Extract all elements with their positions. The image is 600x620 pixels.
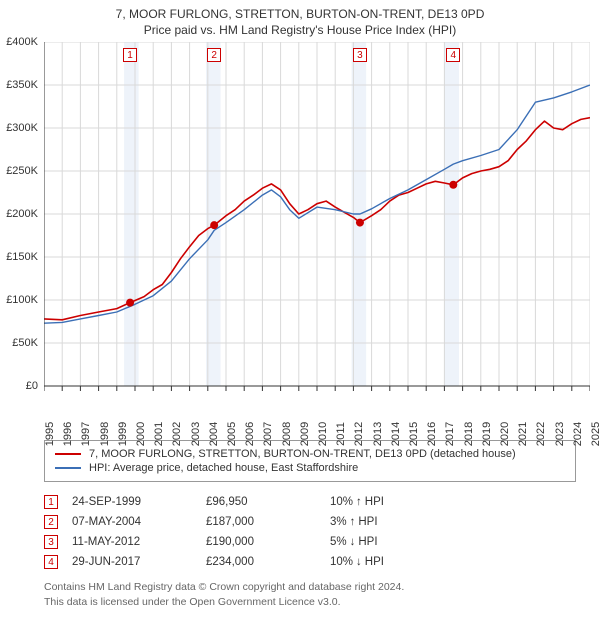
y-axis-label: £200K xyxy=(6,208,44,220)
x-axis-label: 2021 xyxy=(517,422,529,446)
title-line2: Price paid vs. HM Land Registry's House … xyxy=(0,22,600,38)
diff-percent: 5% xyxy=(330,536,347,548)
x-axis-label: 2016 xyxy=(426,422,438,446)
arrow-down-icon: ↓ xyxy=(350,536,356,548)
transaction-price: £187,000 xyxy=(206,516,316,528)
legend-label: 7, MOOR FURLONG, STRETTON, BURTON-ON-TRE… xyxy=(89,448,516,460)
diff-ref: HPI xyxy=(358,516,377,528)
x-axis-label: 2018 xyxy=(463,422,475,446)
x-axis-label: 2004 xyxy=(208,422,220,446)
x-axis-label: 2017 xyxy=(444,422,456,446)
transaction-diff: 10%↑HPI xyxy=(330,496,440,508)
footer-line2: This data is licensed under the Open Gov… xyxy=(44,595,576,609)
x-axis-label: 1995 xyxy=(44,422,56,446)
x-axis-label: 2007 xyxy=(262,422,274,446)
sale-marker-4: 4 xyxy=(446,48,460,62)
diff-ref: HPI xyxy=(365,556,384,568)
legend: 7, MOOR FURLONG, STRETTON, BURTON-ON-TRE… xyxy=(44,440,576,482)
x-axis-label: 2005 xyxy=(226,422,238,446)
x-axis-label: 2014 xyxy=(390,422,402,446)
x-axis-label: 2020 xyxy=(499,422,511,446)
sale-marker-1: 1 xyxy=(123,48,137,62)
x-axis-label: 2001 xyxy=(153,422,165,446)
diff-percent: 3% xyxy=(330,516,347,528)
transactions-table: 124-SEP-1999£96,95010%↑HPI207-MAY-2004£1… xyxy=(44,492,576,572)
title-line1: 7, MOOR FURLONG, STRETTON, BURTON-ON-TRE… xyxy=(0,6,600,22)
diff-percent: 10% xyxy=(330,496,353,508)
legend-row: HPI: Average price, detached house, East… xyxy=(55,461,565,475)
x-axis-label: 2015 xyxy=(408,422,420,446)
x-axis-label: 2013 xyxy=(372,422,384,446)
transaction-row: 4 29-JUN-2017 £234,000 10%↓HPI xyxy=(44,552,576,572)
transaction-date: 11-MAY-2012 xyxy=(72,536,192,548)
transaction-row: 3 11-MAY-2012 £190,000 5%↓HPI xyxy=(44,532,576,552)
x-axis-label: 2019 xyxy=(481,422,493,446)
transaction-date: 29-JUN-2017 xyxy=(72,556,192,568)
transaction-row: 2 07-MAY-2004 £187,000 3%↑HPI xyxy=(44,512,576,532)
x-axis-label: 1997 xyxy=(80,422,92,446)
footer-line1: Contains HM Land Registry data © Crown c… xyxy=(44,580,576,594)
chart-title-block: 7, MOOR FURLONG, STRETTON, BURTON-ON-TRE… xyxy=(0,0,600,38)
y-axis-label: £150K xyxy=(6,251,44,263)
transaction-number-box: 4 xyxy=(44,555,58,569)
arrow-down-icon: ↓ xyxy=(356,556,362,568)
chart-svg xyxy=(44,42,590,412)
arrow-up-icon: ↑ xyxy=(356,496,362,508)
transaction-number-box: 2 xyxy=(44,515,58,529)
y-axis-label: £0 xyxy=(26,380,44,392)
x-axis-label: 1996 xyxy=(62,422,74,446)
legend-swatch xyxy=(55,453,81,455)
x-axis-label: 2010 xyxy=(317,422,329,446)
transaction-date: 07-MAY-2004 xyxy=(72,516,192,528)
x-axis-label: 2003 xyxy=(190,422,202,446)
transaction-number-box: 3 xyxy=(44,535,58,549)
price-chart: £0£50K£100K£150K£200K£250K£300K£350K£400… xyxy=(44,42,590,412)
sale-marker-2: 2 xyxy=(207,48,221,62)
legend-swatch xyxy=(55,467,81,469)
x-axis-label: 2024 xyxy=(572,422,584,446)
footer-attribution: Contains HM Land Registry data © Crown c… xyxy=(44,580,576,608)
x-axis-label: 2009 xyxy=(299,422,311,446)
y-axis-label: £400K xyxy=(6,36,44,48)
transaction-price: £190,000 xyxy=(206,536,316,548)
y-axis-label: £50K xyxy=(12,337,44,349)
x-axis-label: 2011 xyxy=(335,423,347,447)
x-axis-label: 2008 xyxy=(281,422,293,446)
legend-row: 7, MOOR FURLONG, STRETTON, BURTON-ON-TRE… xyxy=(55,447,565,461)
x-axis-label: 2012 xyxy=(353,422,365,446)
x-axis-label: 2025 xyxy=(590,422,600,446)
y-axis-label: £350K xyxy=(6,79,44,91)
transaction-diff: 3%↑HPI xyxy=(330,516,440,528)
sale-marker-3: 3 xyxy=(353,48,367,62)
diff-ref: HPI xyxy=(358,536,377,548)
transaction-number-box: 1 xyxy=(44,495,58,509)
x-axis-label: 2022 xyxy=(535,422,547,446)
x-axis-label: 2006 xyxy=(244,422,256,446)
y-axis-label: £100K xyxy=(6,294,44,306)
x-axis-label: 2002 xyxy=(171,422,183,446)
transaction-price: £96,950 xyxy=(206,496,316,508)
legend-label: HPI: Average price, detached house, East… xyxy=(89,462,358,474)
transaction-diff: 10%↓HPI xyxy=(330,556,440,568)
x-axis-label: 1998 xyxy=(99,422,111,446)
transaction-date: 24-SEP-1999 xyxy=(72,496,192,508)
diff-ref: HPI xyxy=(365,496,384,508)
x-axis-label: 2023 xyxy=(554,422,566,446)
transaction-diff: 5%↓HPI xyxy=(330,536,440,548)
y-axis-label: £250K xyxy=(6,165,44,177)
transaction-row: 1 24-SEP-1999 £96,950 10%↑HPI xyxy=(44,492,576,512)
diff-percent: 10% xyxy=(330,556,353,568)
x-axis-label: 2000 xyxy=(135,422,147,446)
transaction-price: £234,000 xyxy=(206,556,316,568)
y-axis-label: £300K xyxy=(6,122,44,134)
x-axis-label: 1999 xyxy=(117,422,129,446)
arrow-up-icon: ↑ xyxy=(350,516,356,528)
